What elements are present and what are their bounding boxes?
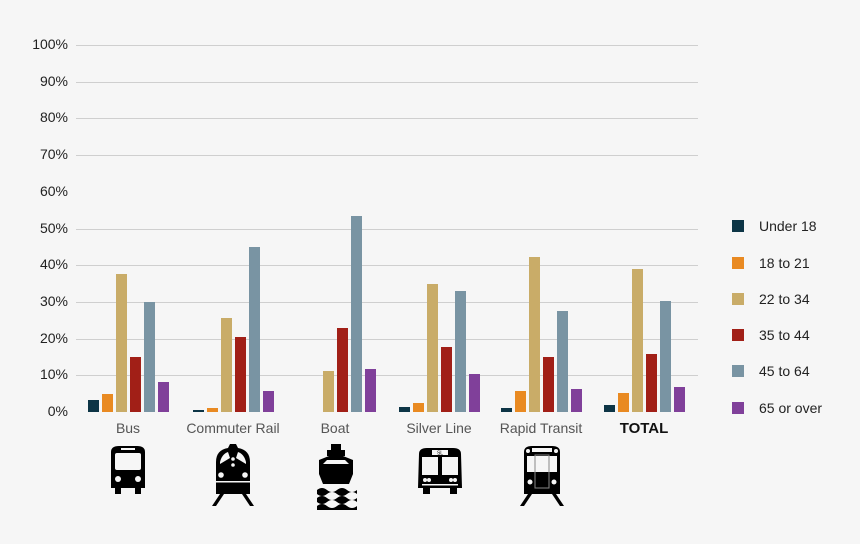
bar [398,407,410,412]
commuter-rail-icon [212,444,254,506]
gridline [76,302,698,303]
y-tick-label: 90% [39,72,68,89]
gridline [76,155,698,156]
bar [206,407,218,412]
bar [248,247,260,412]
legend-swatch [732,329,744,341]
bar [454,290,466,412]
gridline [76,265,698,266]
legend-item: 18 to 21 [732,254,810,272]
x-category-label: Boat [320,420,350,436]
legend-item: 35 to 44 [732,326,810,344]
y-tick-label: 30% [39,292,68,309]
y-tick-label: 20% [39,329,68,346]
bar [220,317,232,412]
bar [528,256,540,412]
bar [440,347,452,412]
legend-swatch [732,402,744,414]
legend-label: 22 to 34 [759,291,810,307]
bar [570,388,582,412]
y-tick-label: 10% [39,366,68,383]
y-tick-label: 70% [39,146,68,163]
bar [157,381,169,412]
bar [500,407,512,412]
bar [262,390,274,412]
rapid-transit-icon [520,446,564,506]
x-category-label: Silver Line [406,420,472,436]
bar [631,268,643,412]
bar [412,402,424,412]
bar [129,356,141,412]
bar [322,370,334,412]
bar [87,399,99,412]
gridline [76,229,698,230]
legend-item: 45 to 64 [732,362,810,380]
legend-swatch [732,257,744,269]
bar [234,337,246,412]
gridline [76,375,698,376]
bar [617,393,629,412]
y-tick-label: 0% [47,403,68,419]
bar [426,283,438,412]
gridline [76,82,698,83]
legend-item: Under 18 [732,217,817,235]
bar [673,386,685,412]
y-tick-label: 40% [39,256,68,273]
gridline [76,118,698,119]
legend-label: 45 to 64 [759,363,810,379]
legend-item: 65 or over [732,399,822,417]
bar [364,368,376,412]
legend-label: 35 to 44 [759,327,810,343]
y-tick-label: 80% [39,109,68,126]
bar [603,405,615,412]
bar [101,393,113,412]
legend-swatch [732,220,744,232]
legend-item: 22 to 34 [732,290,810,308]
bus-icon [111,446,145,494]
legend-label: 18 to 21 [759,255,810,271]
bar [192,410,204,412]
x-category-label: Commuter Rail [186,420,280,436]
bar [115,274,127,412]
bar [659,300,671,412]
x-category-label: Rapid Transit [499,420,583,436]
bar [556,310,568,412]
legend-label: 65 or over [759,400,823,416]
bar [468,374,480,412]
gridline [76,339,698,340]
boat-icon [317,444,357,510]
legend-swatch [732,365,744,377]
bar [143,301,155,412]
silver-line-sign: SL [437,451,443,457]
bar [336,327,348,412]
bar [645,354,657,412]
gridline [76,45,698,46]
y-tick-label: 100% [32,36,68,52]
x-category-label: TOTAL [619,420,669,437]
legend-swatch [732,293,744,305]
y-tick-label: 50% [39,219,68,236]
bar [514,390,526,412]
bar [542,356,554,412]
bar [350,215,362,412]
x-category-label: Bus [115,420,141,436]
legend-label: Under 18 [759,218,817,234]
silver-line-bus-icon: SL [418,448,462,494]
y-tick-label: 60% [39,182,68,199]
